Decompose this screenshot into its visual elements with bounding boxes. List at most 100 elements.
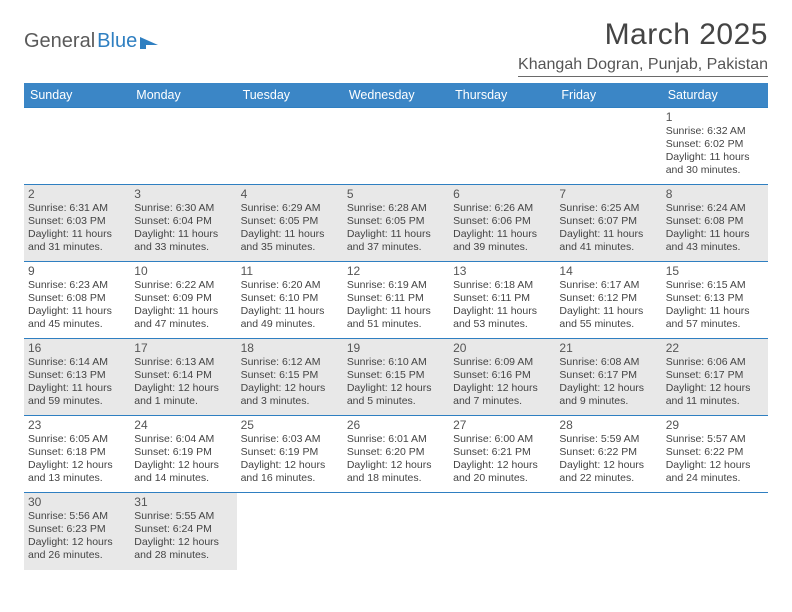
sunrise-text: Sunrise: 6:26 AM <box>453 202 551 215</box>
daylight-text: Daylight: 12 hours and 7 minutes. <box>453 382 551 408</box>
sunrise-text: Sunrise: 6:08 AM <box>559 356 657 369</box>
sunset-text: Sunset: 6:05 PM <box>347 215 445 228</box>
sunrise-text: Sunrise: 6:06 AM <box>666 356 764 369</box>
calendar-cell: 31Sunrise: 5:55 AMSunset: 6:24 PMDayligh… <box>130 493 236 570</box>
day-number: 30 <box>28 495 126 509</box>
sunset-text: Sunset: 6:12 PM <box>559 292 657 305</box>
day-number: 17 <box>134 341 232 355</box>
sunrise-text: Sunrise: 6:13 AM <box>134 356 232 369</box>
day-info: Sunrise: 6:29 AMSunset: 6:05 PMDaylight:… <box>241 202 339 255</box>
sunrise-text: Sunrise: 6:20 AM <box>241 279 339 292</box>
calendar-cell: 13Sunrise: 6:18 AMSunset: 6:11 PMDayligh… <box>449 262 555 339</box>
sunset-text: Sunset: 6:13 PM <box>28 369 126 382</box>
calendar-cell: 3Sunrise: 6:30 AMSunset: 6:04 PMDaylight… <box>130 185 236 262</box>
daylight-text: Daylight: 11 hours and 30 minutes. <box>666 151 764 177</box>
sunset-text: Sunset: 6:13 PM <box>666 292 764 305</box>
calendar-cell: 21Sunrise: 6:08 AMSunset: 6:17 PMDayligh… <box>555 339 661 416</box>
weekday-header: Monday <box>130 83 236 108</box>
calendar-cell: 5Sunrise: 6:28 AMSunset: 6:05 PMDaylight… <box>343 185 449 262</box>
day-info: Sunrise: 6:04 AMSunset: 6:19 PMDaylight:… <box>134 433 232 486</box>
weekday-header: Wednesday <box>343 83 449 108</box>
sunset-text: Sunset: 6:11 PM <box>347 292 445 305</box>
day-number: 26 <box>347 418 445 432</box>
calendar-cell: 1Sunrise: 6:32 AMSunset: 6:02 PMDaylight… <box>662 108 768 185</box>
sunset-text: Sunset: 6:17 PM <box>559 369 657 382</box>
daylight-text: Daylight: 11 hours and 55 minutes. <box>559 305 657 331</box>
flag-icon <box>140 35 162 51</box>
day-info: Sunrise: 6:25 AMSunset: 6:07 PMDaylight:… <box>559 202 657 255</box>
calendar-cell: 26Sunrise: 6:01 AMSunset: 6:20 PMDayligh… <box>343 416 449 493</box>
daylight-text: Daylight: 11 hours and 35 minutes. <box>241 228 339 254</box>
calendar-cell <box>449 108 555 185</box>
sunset-text: Sunset: 6:15 PM <box>347 369 445 382</box>
daylight-text: Daylight: 11 hours and 51 minutes. <box>347 305 445 331</box>
calendar-cell <box>237 493 343 570</box>
day-info: Sunrise: 6:14 AMSunset: 6:13 PMDaylight:… <box>28 356 126 409</box>
daylight-text: Daylight: 11 hours and 47 minutes. <box>134 305 232 331</box>
sunset-text: Sunset: 6:02 PM <box>666 138 764 151</box>
day-info: Sunrise: 6:32 AMSunset: 6:02 PMDaylight:… <box>666 125 764 178</box>
sunset-text: Sunset: 6:19 PM <box>134 446 232 459</box>
day-number: 3 <box>134 187 232 201</box>
sunrise-text: Sunrise: 6:23 AM <box>28 279 126 292</box>
daylight-text: Daylight: 11 hours and 37 minutes. <box>347 228 445 254</box>
day-number: 13 <box>453 264 551 278</box>
weekday-header: Saturday <box>662 83 768 108</box>
day-info: Sunrise: 6:19 AMSunset: 6:11 PMDaylight:… <box>347 279 445 332</box>
daylight-text: Daylight: 12 hours and 14 minutes. <box>134 459 232 485</box>
day-number: 27 <box>453 418 551 432</box>
day-info: Sunrise: 6:31 AMSunset: 6:03 PMDaylight:… <box>28 202 126 255</box>
day-info: Sunrise: 6:01 AMSunset: 6:20 PMDaylight:… <box>347 433 445 486</box>
day-number: 1 <box>666 110 764 124</box>
sunset-text: Sunset: 6:04 PM <box>134 215 232 228</box>
calendar-cell: 18Sunrise: 6:12 AMSunset: 6:15 PMDayligh… <box>237 339 343 416</box>
day-number: 28 <box>559 418 657 432</box>
brand-part2: Blue <box>97 30 137 53</box>
sunset-text: Sunset: 6:22 PM <box>666 446 764 459</box>
sunset-text: Sunset: 6:08 PM <box>28 292 126 305</box>
location-text: Khangah Dogran, Punjab, Pakistan <box>518 56 768 77</box>
sunset-text: Sunset: 6:05 PM <box>241 215 339 228</box>
brand-part1: General <box>24 30 95 53</box>
sunrise-text: Sunrise: 6:22 AM <box>134 279 232 292</box>
day-info: Sunrise: 6:28 AMSunset: 6:05 PMDaylight:… <box>347 202 445 255</box>
sunrise-text: Sunrise: 6:32 AM <box>666 125 764 138</box>
daylight-text: Daylight: 12 hours and 22 minutes. <box>559 459 657 485</box>
day-info: Sunrise: 5:55 AMSunset: 6:24 PMDaylight:… <box>134 510 232 563</box>
day-info: Sunrise: 6:06 AMSunset: 6:17 PMDaylight:… <box>666 356 764 409</box>
sunset-text: Sunset: 6:17 PM <box>666 369 764 382</box>
day-info: Sunrise: 5:56 AMSunset: 6:23 PMDaylight:… <box>28 510 126 563</box>
sunset-text: Sunset: 6:14 PM <box>134 369 232 382</box>
calendar-cell <box>343 493 449 570</box>
sunrise-text: Sunrise: 6:19 AM <box>347 279 445 292</box>
daylight-text: Daylight: 11 hours and 43 minutes. <box>666 228 764 254</box>
page-header: GeneralBlue March 2025 Khangah Dogran, P… <box>24 18 768 77</box>
daylight-text: Daylight: 12 hours and 11 minutes. <box>666 382 764 408</box>
day-info: Sunrise: 6:17 AMSunset: 6:12 PMDaylight:… <box>559 279 657 332</box>
daylight-text: Daylight: 11 hours and 49 minutes. <box>241 305 339 331</box>
calendar-cell <box>343 108 449 185</box>
day-number: 10 <box>134 264 232 278</box>
sunrise-text: Sunrise: 6:17 AM <box>559 279 657 292</box>
calendar-row: 1Sunrise: 6:32 AMSunset: 6:02 PMDaylight… <box>24 108 768 185</box>
sunset-text: Sunset: 6:15 PM <box>241 369 339 382</box>
calendar-cell <box>555 493 661 570</box>
day-info: Sunrise: 6:24 AMSunset: 6:08 PMDaylight:… <box>666 202 764 255</box>
day-info: Sunrise: 5:57 AMSunset: 6:22 PMDaylight:… <box>666 433 764 486</box>
sunrise-text: Sunrise: 6:18 AM <box>453 279 551 292</box>
day-info: Sunrise: 6:30 AMSunset: 6:04 PMDaylight:… <box>134 202 232 255</box>
day-number: 4 <box>241 187 339 201</box>
day-info: Sunrise: 6:20 AMSunset: 6:10 PMDaylight:… <box>241 279 339 332</box>
calendar-body: 1Sunrise: 6:32 AMSunset: 6:02 PMDaylight… <box>24 108 768 570</box>
day-number: 2 <box>28 187 126 201</box>
sunrise-text: Sunrise: 5:56 AM <box>28 510 126 523</box>
weekday-header: Tuesday <box>237 83 343 108</box>
calendar-cell: 15Sunrise: 6:15 AMSunset: 6:13 PMDayligh… <box>662 262 768 339</box>
day-number: 8 <box>666 187 764 201</box>
daylight-text: Daylight: 11 hours and 33 minutes. <box>134 228 232 254</box>
month-title: March 2025 <box>518 18 768 52</box>
sunset-text: Sunset: 6:08 PM <box>666 215 764 228</box>
calendar-cell: 2Sunrise: 6:31 AMSunset: 6:03 PMDaylight… <box>24 185 130 262</box>
calendar-cell: 6Sunrise: 6:26 AMSunset: 6:06 PMDaylight… <box>449 185 555 262</box>
daylight-text: Daylight: 11 hours and 31 minutes. <box>28 228 126 254</box>
